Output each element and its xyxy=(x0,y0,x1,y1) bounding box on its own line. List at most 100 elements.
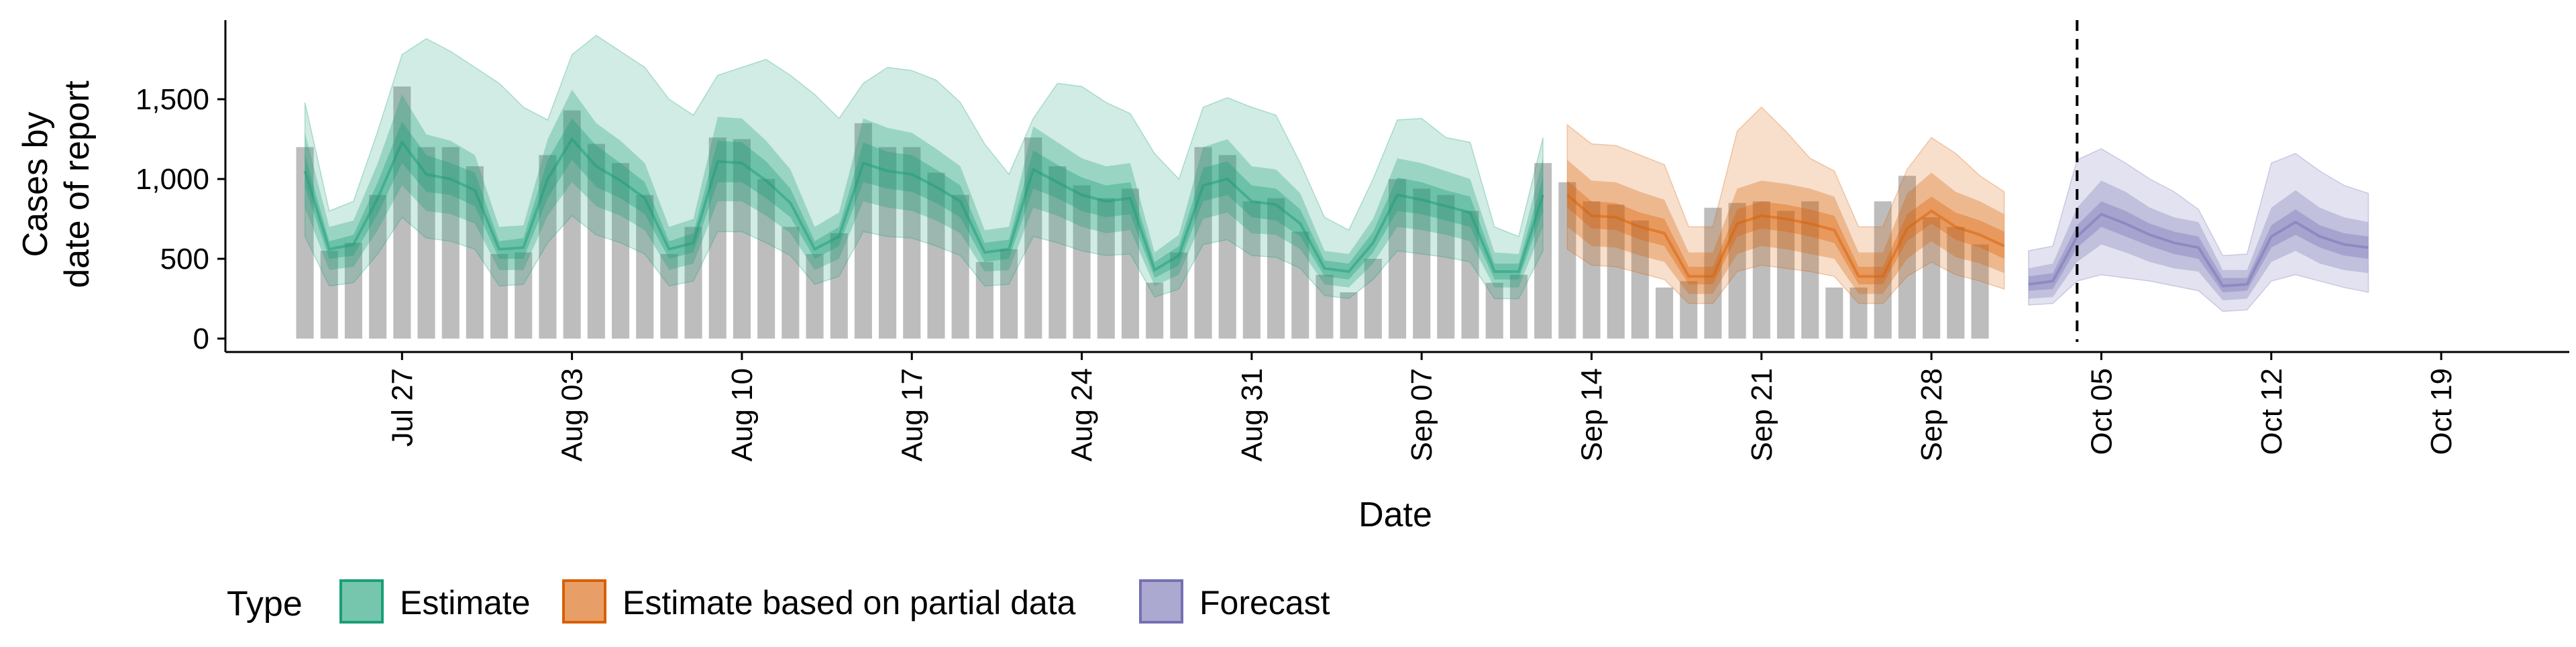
case-bar xyxy=(1849,287,1868,339)
case-bar xyxy=(1049,166,1067,339)
series-median-line xyxy=(303,137,1545,274)
legend-item: Forecast xyxy=(1139,579,1330,624)
case-bar xyxy=(1413,188,1431,339)
case-bar xyxy=(1242,201,1260,339)
case-bar xyxy=(1364,259,1382,339)
series-0 xyxy=(303,34,1545,300)
x-tick-label: Oct 05 xyxy=(2085,368,2118,455)
case-bar xyxy=(1073,185,1091,339)
x-tick-label: Aug 17 xyxy=(896,368,928,461)
case-bar xyxy=(1656,287,1674,339)
case-bar xyxy=(733,139,751,339)
legend-label: Forecast xyxy=(1199,584,1330,622)
y-tick-label: 0 xyxy=(193,322,209,355)
case-bar xyxy=(1485,282,1503,339)
x-axis-label: Date xyxy=(1358,495,1432,534)
x-tick-label: Aug 24 xyxy=(1066,368,1099,461)
case-bar xyxy=(782,227,800,339)
case-bar xyxy=(1170,252,1188,339)
case-bar xyxy=(1558,182,1576,339)
x-tick-label: Aug 03 xyxy=(556,368,589,461)
legend-item: Estimate based on partial data xyxy=(562,579,1076,624)
axes-layer xyxy=(224,20,2569,353)
case-bar xyxy=(466,166,484,339)
case-bar xyxy=(636,194,654,339)
case-bar xyxy=(879,147,897,339)
case-bar xyxy=(1971,244,1989,339)
x-tick-label: Oct 12 xyxy=(2255,368,2288,455)
legend-swatch xyxy=(1139,579,1183,624)
case-bar xyxy=(344,243,362,339)
case-bar xyxy=(1509,274,1527,339)
case-bar xyxy=(1631,220,1649,339)
case-bar xyxy=(660,253,678,339)
series-ci50-band xyxy=(2028,180,2369,300)
case-bar xyxy=(1316,274,1334,339)
series-ci90-band xyxy=(2028,148,2369,312)
y-axis-label-line-1: Cases by xyxy=(16,112,55,257)
series-1 xyxy=(1566,106,2005,304)
case-bar xyxy=(708,137,727,339)
legend-item: Estimate xyxy=(339,579,531,624)
case-bar xyxy=(1923,217,1941,339)
case-bar xyxy=(612,163,630,339)
case-bar xyxy=(927,172,945,339)
case-bar xyxy=(757,179,775,339)
case-bar xyxy=(854,123,872,339)
case-bar xyxy=(903,147,921,339)
case-bar xyxy=(951,194,969,339)
series-median-line xyxy=(2028,213,2369,288)
case-bar xyxy=(1534,163,1552,339)
case-bar xyxy=(369,194,387,339)
case-bar xyxy=(1340,292,1358,339)
case-bar xyxy=(1000,249,1018,339)
case-bar xyxy=(806,253,824,339)
case-bar xyxy=(1777,211,1795,339)
y-ticks: 0 500 1,000 1,500 xyxy=(136,83,225,355)
x-tick-label: Aug 10 xyxy=(726,368,759,461)
case-bar xyxy=(1267,198,1285,339)
case-bar xyxy=(417,147,435,339)
y-axis-label-line-2: date of report xyxy=(58,80,97,288)
legend: Type Estimate Estimate based on partial d… xyxy=(227,579,1330,624)
legend-swatch xyxy=(339,579,384,624)
case-bar xyxy=(1874,201,1892,339)
case-bar xyxy=(1825,287,1843,339)
case-bar xyxy=(1680,281,1698,339)
case-bar xyxy=(1947,227,1965,339)
series-ci90-band xyxy=(304,34,1544,300)
case-bar xyxy=(515,252,533,339)
legend-label: Estimate xyxy=(400,584,531,622)
series-ci50-band xyxy=(1567,160,2004,294)
series-ci50-band xyxy=(305,89,1544,288)
x-tick-label: Sep 07 xyxy=(1405,368,1438,461)
y-tick-label: 500 xyxy=(160,243,209,276)
x-tick-label: Sep 21 xyxy=(1746,368,1778,461)
case-bar xyxy=(320,251,338,339)
series-2 xyxy=(2028,148,2369,312)
case-bar xyxy=(1898,176,1916,339)
case-bar xyxy=(1194,147,1212,339)
case-bar xyxy=(1097,198,1115,339)
x-tick-label: Aug 31 xyxy=(1236,368,1269,461)
x-tick-label: Jul 27 xyxy=(386,368,419,447)
case-bar xyxy=(1607,204,1625,339)
series-iqr-band xyxy=(305,118,1544,280)
case-bar xyxy=(1461,211,1479,339)
case-bar xyxy=(587,143,605,339)
legend-title: Type xyxy=(227,585,303,624)
case-bar xyxy=(1146,282,1164,339)
case-bar xyxy=(1291,231,1309,339)
case-bar xyxy=(296,147,314,339)
y-tick-label: 1,000 xyxy=(136,163,209,196)
legend-swatch xyxy=(562,579,606,624)
x-tick-label: Oct 19 xyxy=(2425,368,2458,455)
case-bar xyxy=(393,86,411,339)
case-bar xyxy=(490,253,508,339)
x-tick-label: Sep 14 xyxy=(1576,368,1609,461)
y-tick-label: 1,500 xyxy=(136,83,209,116)
case-bar xyxy=(1752,201,1770,339)
case-bar xyxy=(975,261,994,339)
bands-layer xyxy=(303,34,2369,312)
